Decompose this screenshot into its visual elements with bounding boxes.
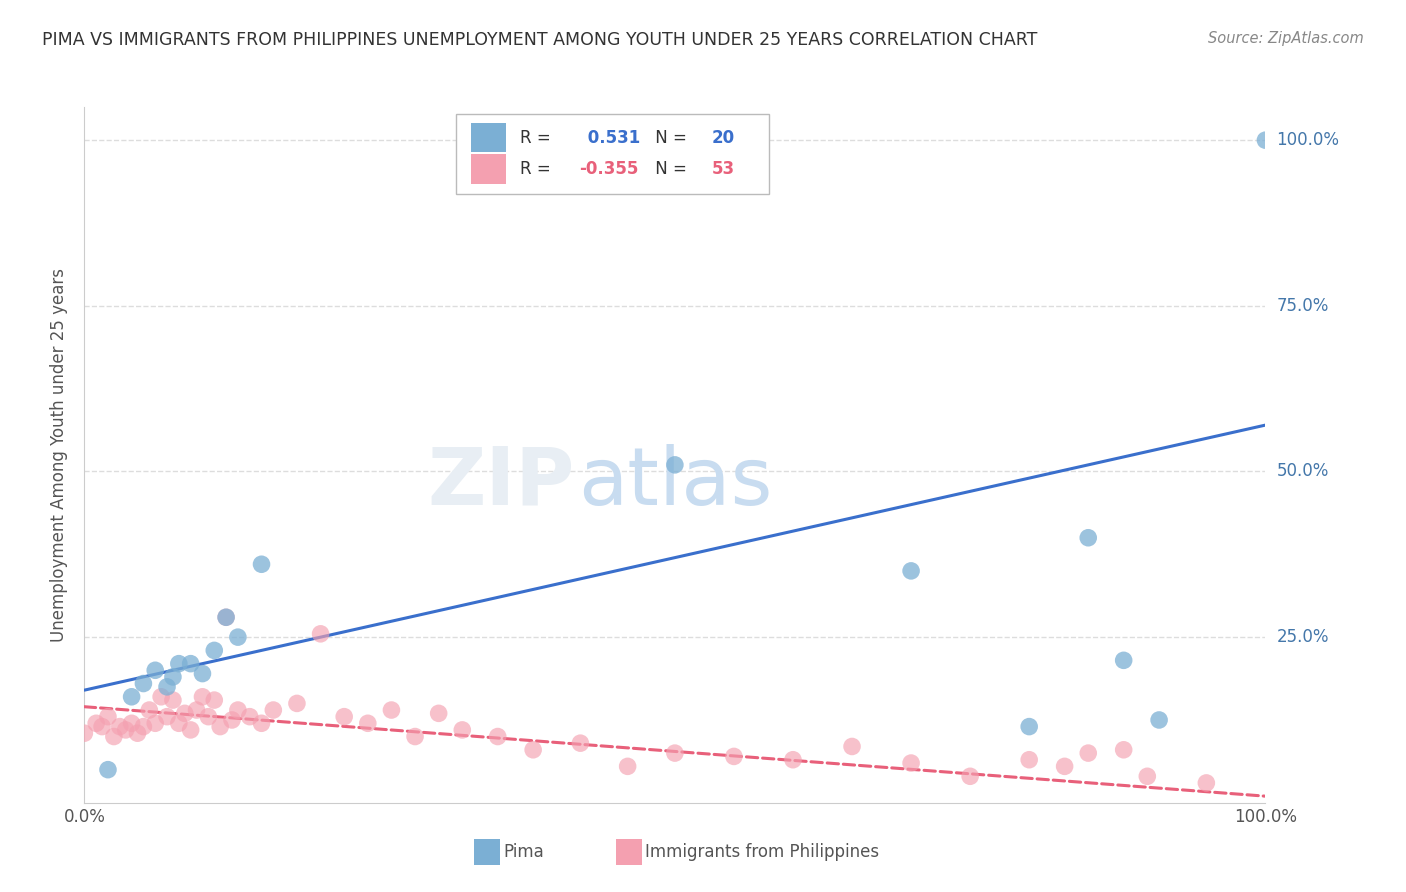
Point	[900, 564, 922, 578]
Point	[132, 676, 155, 690]
Point	[173, 706, 195, 721]
Text: Pima: Pima	[503, 843, 544, 861]
Text: R =: R =	[520, 160, 557, 178]
Point	[309, 627, 332, 641]
Point	[162, 670, 184, 684]
Point	[91, 720, 114, 734]
Point	[250, 716, 273, 731]
Point	[143, 663, 166, 677]
Point	[782, 753, 804, 767]
Point	[108, 720, 131, 734]
Point	[900, 756, 922, 770]
FancyBboxPatch shape	[471, 123, 506, 153]
Point	[97, 709, 120, 723]
Text: PIMA VS IMMIGRANTS FROM PHILIPPINES UNEMPLOYMENT AMONG YOUTH UNDER 25 YEARS CORR: PIMA VS IMMIGRANTS FROM PHILIPPINES UNEM…	[42, 31, 1038, 49]
Point	[380, 703, 402, 717]
Point	[239, 709, 262, 723]
Point	[156, 709, 179, 723]
Point	[215, 610, 238, 624]
Point	[226, 630, 249, 644]
Point	[97, 763, 120, 777]
Text: 25.0%: 25.0%	[1277, 628, 1329, 646]
Text: -0.355: -0.355	[579, 160, 638, 178]
Text: N =: N =	[650, 128, 692, 146]
Point	[451, 723, 474, 737]
Point	[226, 703, 249, 717]
Point	[202, 643, 225, 657]
Text: Source: ZipAtlas.com: Source: ZipAtlas.com	[1208, 31, 1364, 46]
Point	[1077, 746, 1099, 760]
Point	[138, 703, 160, 717]
Point	[162, 693, 184, 707]
Point	[121, 690, 143, 704]
Text: 75.0%: 75.0%	[1277, 297, 1329, 315]
Point	[333, 709, 356, 723]
Text: Immigrants from Philippines: Immigrants from Philippines	[645, 843, 880, 861]
Point	[357, 716, 380, 731]
Point	[209, 720, 232, 734]
Point	[522, 743, 544, 757]
Point	[167, 657, 190, 671]
FancyBboxPatch shape	[471, 154, 506, 184]
Point	[221, 713, 243, 727]
Point	[215, 610, 238, 624]
Point	[127, 726, 149, 740]
Point	[73, 726, 96, 740]
Point	[1112, 653, 1135, 667]
Point	[1136, 769, 1159, 783]
Point	[121, 716, 143, 731]
Point	[114, 723, 136, 737]
Text: 0.531: 0.531	[582, 128, 640, 146]
Point	[959, 769, 981, 783]
Point	[841, 739, 863, 754]
Point	[186, 703, 208, 717]
Point	[1018, 720, 1040, 734]
Point	[664, 746, 686, 760]
Point	[285, 697, 308, 711]
Point	[191, 690, 214, 704]
Text: 100.0%: 100.0%	[1277, 131, 1340, 149]
Point	[156, 680, 179, 694]
FancyBboxPatch shape	[616, 839, 641, 865]
Point	[1195, 776, 1218, 790]
Point	[1112, 743, 1135, 757]
Point	[132, 720, 155, 734]
Point	[180, 657, 202, 671]
Text: 20: 20	[711, 128, 734, 146]
Y-axis label: Unemployment Among Youth under 25 years: Unemployment Among Youth under 25 years	[51, 268, 69, 642]
Point	[250, 558, 273, 572]
Point	[167, 716, 190, 731]
Point	[616, 759, 638, 773]
Point	[486, 730, 509, 744]
Point	[664, 458, 686, 472]
Text: ZIP: ZIP	[427, 443, 575, 522]
Point	[1254, 133, 1277, 147]
Text: 50.0%: 50.0%	[1277, 462, 1329, 481]
Point	[197, 709, 219, 723]
Point	[143, 716, 166, 731]
Text: 53: 53	[711, 160, 734, 178]
FancyBboxPatch shape	[457, 114, 769, 194]
Text: atlas: atlas	[578, 443, 772, 522]
Point	[262, 703, 284, 717]
Point	[1147, 713, 1170, 727]
Point	[180, 723, 202, 737]
Point	[723, 749, 745, 764]
Point	[1018, 753, 1040, 767]
Text: R =: R =	[520, 128, 557, 146]
Point	[404, 730, 426, 744]
FancyBboxPatch shape	[474, 839, 501, 865]
Point	[1053, 759, 1076, 773]
Point	[103, 730, 125, 744]
Point	[202, 693, 225, 707]
Text: N =: N =	[650, 160, 692, 178]
Point	[1077, 531, 1099, 545]
Point	[191, 666, 214, 681]
Point	[569, 736, 592, 750]
Point	[150, 690, 173, 704]
Point	[84, 716, 107, 731]
Point	[427, 706, 450, 721]
